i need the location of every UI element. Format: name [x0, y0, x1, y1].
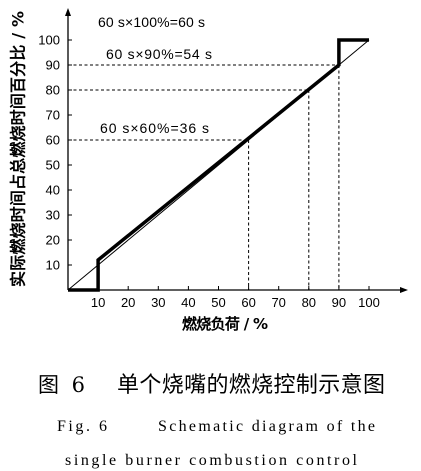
y-tick-label-60: 60	[46, 133, 60, 148]
y-tick-label-40: 40	[46, 183, 60, 198]
series-line-2	[67, 39, 370, 291]
y-tick-label-100: 100	[38, 33, 60, 48]
y-tick-label-70: 70	[46, 108, 60, 123]
x-axis-label: 燃烧负荷 / %	[182, 315, 268, 333]
x-tick-label-70: 70	[271, 295, 285, 310]
annotation-60-percent: 60 s×60%=36 s	[100, 120, 209, 136]
x-tick-label-30: 30	[151, 295, 165, 310]
y-tick-label-10: 10	[46, 258, 60, 273]
y-axis-label: 实际燃烧时间占总燃烧时间百分比 / %	[9, 11, 28, 287]
y-tick-label-90: 90	[46, 58, 60, 73]
x-tick-label-100: 100	[358, 295, 380, 310]
caption-en-line2: single burner combustion control	[65, 452, 358, 469]
y-axis-arrow	[65, 8, 71, 16]
x-tick-label-80: 80	[302, 295, 316, 310]
annotation-90-percent: 60 s×90%=54 s	[106, 46, 212, 62]
y-tick-label-50: 50	[46, 158, 60, 173]
x-axis-arrow	[400, 287, 408, 293]
x-tick-label-90: 90	[332, 295, 346, 310]
annotation-100-percent: 60 s×100%=60 s	[98, 14, 205, 30]
x-tick-label-60: 60	[241, 295, 255, 310]
y-tick-label-20: 20	[46, 233, 60, 248]
x-tick-label-10: 10	[91, 295, 105, 310]
caption-en-label: Fig. 6	[57, 418, 107, 435]
caption-cn-label: 图 6	[38, 373, 85, 397]
caption-cn-text: 单个烧嘴的燃烧控制示意图	[117, 373, 385, 398]
x-tick-label-20: 20	[121, 295, 135, 310]
x-tick-label-40: 40	[181, 295, 195, 310]
y-tick-label-30: 30	[46, 208, 60, 223]
x-tick-label-50: 50	[211, 295, 225, 310]
y-tick-label-80: 80	[46, 83, 60, 98]
plot-area: 10 20 30 40 50 60 70 80 90 100 10 20 30 40 50 60 70 80 90 1…	[38, 8, 408, 310]
